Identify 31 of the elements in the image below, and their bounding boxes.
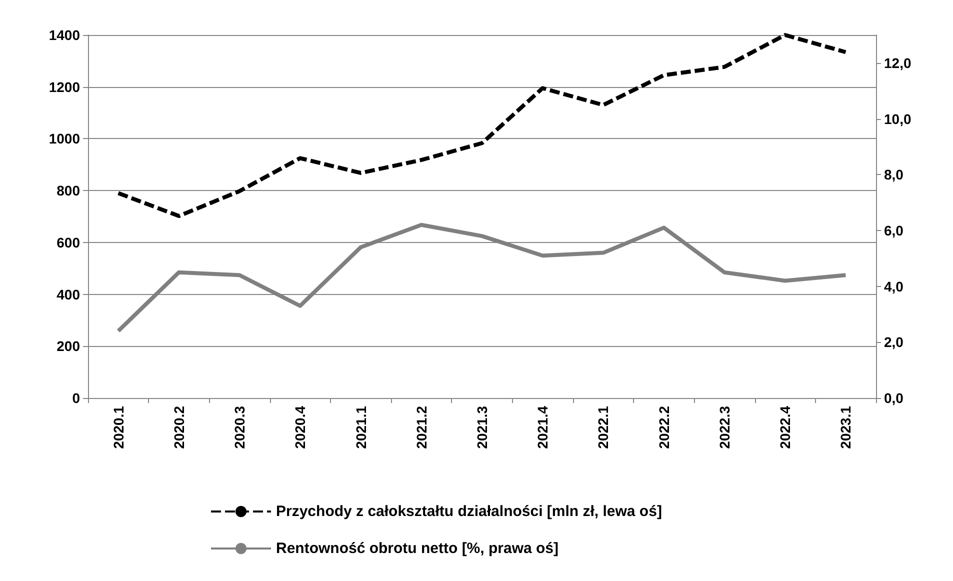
x-tick-label: 2022.1 bbox=[595, 406, 612, 449]
y-tick-label: 600 bbox=[56, 234, 80, 250]
legend-label: Przychody z całokształtu działalności [mln zł, lewa oś] bbox=[276, 503, 662, 520]
y-tick-label: 1200 bbox=[48, 78, 80, 95]
y2-tick-label: 12,0 bbox=[884, 54, 912, 71]
y2-tick-label: 6,0 bbox=[884, 222, 904, 238]
y-tick-label: 200 bbox=[56, 338, 80, 354]
y2-tick-label: 10,0 bbox=[884, 110, 912, 127]
x-tick-label: 2022.3 bbox=[716, 406, 732, 449]
y2-tick-label: 0,0 bbox=[884, 390, 904, 406]
y2-tick-label: 2,0 bbox=[884, 334, 904, 350]
x-tick-label: 2023.1 bbox=[838, 406, 854, 449]
line-series bbox=[116, 33, 848, 218]
x-tick-label: 2020.1 bbox=[110, 406, 126, 449]
y-tick-label: 400 bbox=[56, 286, 80, 302]
x-tick-label: 2022.2 bbox=[656, 406, 672, 449]
y-tick-label: 800 bbox=[56, 182, 80, 199]
y2-tick-label: 4,0 bbox=[884, 278, 904, 294]
y2-tick-label: 8,0 bbox=[884, 166, 904, 183]
x-tick-label: 2021.3 bbox=[474, 406, 490, 449]
x-tick-label: 2021.2 bbox=[413, 406, 430, 449]
y-tick-label: 0 bbox=[72, 390, 80, 406]
legend-label: Rentowność obrotu netto [%, prawa oś] bbox=[276, 540, 559, 557]
y-tick-label: 1400 bbox=[48, 27, 80, 43]
x-tick-label: 2020.3 bbox=[232, 406, 248, 449]
x-tick-label: 2022.4 bbox=[777, 406, 794, 449]
x-tick-label: 2020.4 bbox=[292, 406, 308, 449]
y-tick-label: 1000 bbox=[48, 130, 80, 147]
x-tick-label: 2021.4 bbox=[534, 406, 551, 449]
x-tick-label: 2021.1 bbox=[352, 406, 369, 449]
x-tick-label: 2020.2 bbox=[170, 406, 187, 449]
